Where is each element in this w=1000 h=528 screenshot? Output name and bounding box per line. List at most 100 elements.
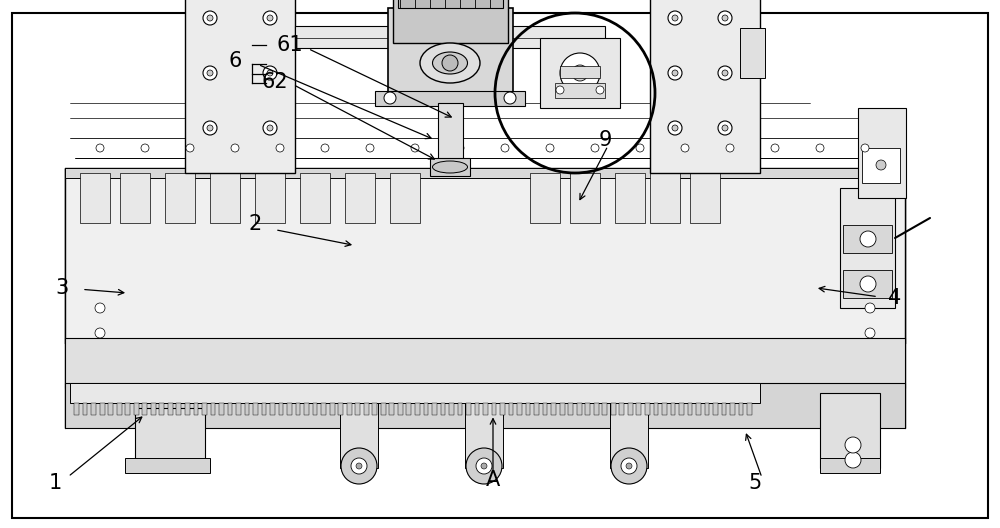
Bar xyxy=(176,403,181,415)
Bar xyxy=(406,403,411,415)
Text: 1: 1 xyxy=(48,473,62,493)
Circle shape xyxy=(722,15,728,21)
Bar xyxy=(185,403,190,415)
Bar xyxy=(534,403,539,415)
Bar xyxy=(296,403,300,415)
Circle shape xyxy=(481,463,487,469)
Text: A: A xyxy=(486,470,500,491)
Circle shape xyxy=(476,458,492,474)
Bar xyxy=(388,8,513,98)
Circle shape xyxy=(263,66,277,80)
Bar xyxy=(168,403,173,415)
Circle shape xyxy=(556,86,564,94)
Bar xyxy=(577,403,582,415)
Circle shape xyxy=(626,463,632,469)
Bar xyxy=(619,403,624,415)
Circle shape xyxy=(865,328,875,338)
Circle shape xyxy=(596,86,604,94)
Bar xyxy=(210,173,240,223)
Bar xyxy=(253,403,258,415)
Bar xyxy=(108,403,113,415)
Bar xyxy=(560,66,600,78)
Bar xyxy=(80,173,110,223)
Bar xyxy=(70,383,760,403)
Bar xyxy=(338,403,343,415)
Circle shape xyxy=(276,144,284,152)
Circle shape xyxy=(501,144,509,152)
Bar xyxy=(739,403,743,415)
Bar xyxy=(628,403,633,415)
Bar xyxy=(255,173,285,223)
Text: 6: 6 xyxy=(228,51,242,71)
Circle shape xyxy=(141,144,149,152)
Circle shape xyxy=(636,144,644,152)
Bar xyxy=(372,403,377,415)
Bar xyxy=(236,403,241,415)
Bar xyxy=(449,403,454,415)
Bar xyxy=(430,158,470,176)
Text: 9: 9 xyxy=(598,130,612,150)
Bar xyxy=(483,403,488,415)
Bar xyxy=(671,403,675,415)
Bar xyxy=(424,403,428,415)
Bar xyxy=(355,403,360,415)
Bar xyxy=(321,403,326,415)
Bar xyxy=(262,403,266,415)
Text: 3: 3 xyxy=(55,278,69,298)
Bar xyxy=(389,403,394,415)
Bar xyxy=(295,26,605,48)
Circle shape xyxy=(321,144,329,152)
Bar xyxy=(65,338,905,388)
Bar xyxy=(543,403,547,415)
Circle shape xyxy=(672,125,678,131)
Bar xyxy=(862,148,900,183)
Bar xyxy=(705,403,709,415)
Bar xyxy=(100,403,105,415)
Circle shape xyxy=(718,11,732,25)
Bar xyxy=(611,403,616,415)
Circle shape xyxy=(384,92,396,104)
Bar xyxy=(270,403,275,415)
Text: 2: 2 xyxy=(248,214,262,234)
Circle shape xyxy=(860,231,876,247)
Circle shape xyxy=(186,144,194,152)
Bar xyxy=(300,173,330,223)
Circle shape xyxy=(726,144,734,152)
Bar xyxy=(125,403,130,415)
Circle shape xyxy=(865,303,875,313)
Bar xyxy=(364,403,369,415)
Bar xyxy=(117,403,122,415)
Circle shape xyxy=(411,144,419,152)
Bar xyxy=(585,403,590,415)
Circle shape xyxy=(435,51,465,81)
Circle shape xyxy=(442,55,458,71)
Circle shape xyxy=(466,448,502,484)
Bar xyxy=(65,168,905,178)
Bar xyxy=(500,403,505,415)
Circle shape xyxy=(591,144,599,152)
Circle shape xyxy=(96,144,104,152)
Bar xyxy=(432,403,437,415)
Bar xyxy=(540,38,620,108)
Bar xyxy=(594,403,599,415)
Bar xyxy=(142,403,147,415)
Bar xyxy=(120,173,150,223)
Circle shape xyxy=(861,144,869,152)
Circle shape xyxy=(231,144,239,152)
Bar xyxy=(610,398,648,468)
Circle shape xyxy=(672,15,678,21)
Circle shape xyxy=(267,15,273,21)
Bar xyxy=(83,403,87,415)
Bar xyxy=(650,173,680,223)
Bar xyxy=(820,458,880,473)
Bar xyxy=(151,403,156,415)
Bar xyxy=(304,403,309,415)
Bar xyxy=(74,403,79,415)
Bar xyxy=(398,403,403,415)
Bar xyxy=(858,108,906,198)
Bar xyxy=(466,403,471,415)
Circle shape xyxy=(672,70,678,76)
Circle shape xyxy=(860,276,876,292)
Bar xyxy=(645,403,650,415)
Bar xyxy=(555,83,605,98)
